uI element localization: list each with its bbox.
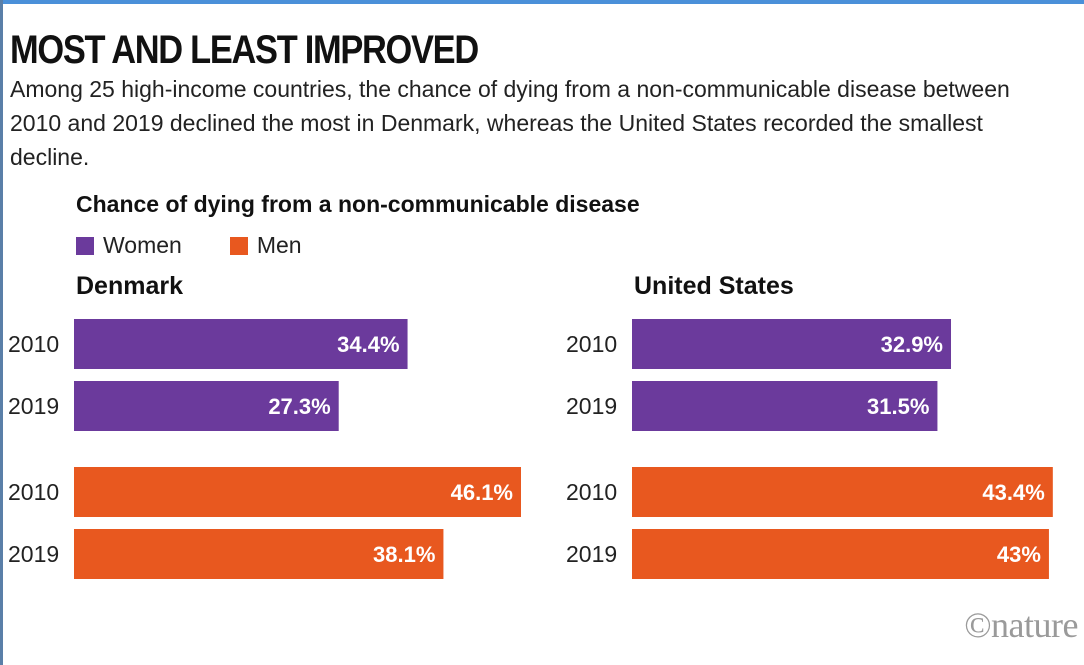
data-label-denmark-women-2010: 34.4% <box>337 332 399 357</box>
nature-logo: ©nature <box>964 605 1078 645</box>
window-left-border <box>0 0 3 665</box>
legend-swatch-women <box>76 236 94 255</box>
year-label-united-states-men-2010: 2010 <box>566 479 617 505</box>
legend-swatch-men <box>229 236 248 255</box>
bar-denmark-women-2010 <box>74 319 408 369</box>
window-top-border <box>0 0 1084 4</box>
data-label-denmark-men-2010: 46.1% <box>451 480 513 505</box>
chart-title: Chance of dying from a non-communicable … <box>76 191 640 217</box>
year-label-denmark-women-2010: 2010 <box>8 331 59 357</box>
bar-denmark-women-2019 <box>74 381 339 431</box>
data-label-denmark-men-2019: 38.1% <box>373 542 435 567</box>
data-label-united-states-men-2019: 43% <box>997 542 1041 567</box>
data-label-united-states-men-2010: 43.4% <box>982 480 1044 505</box>
year-label-united-states-women-2019: 2019 <box>566 393 617 419</box>
year-label-denmark-men-2019: 2019 <box>8 541 59 567</box>
bar-denmark-men-2019 <box>74 529 444 579</box>
figure-subtitle: Among 25 high-income countries, the chan… <box>10 76 1010 170</box>
panel-title-denmark: Denmark <box>76 272 183 300</box>
legend-label-men: Men <box>256 232 302 258</box>
bar-united-states-men-2019 <box>632 529 1049 579</box>
data-label-united-states-women-2019: 31.5% <box>867 394 929 419</box>
year-label-united-states-men-2019: 2019 <box>566 541 617 567</box>
legend-label-women: Women <box>103 232 182 258</box>
panel-title-united-states: United States <box>634 272 794 300</box>
year-label-united-states-women-2010: 2010 <box>566 331 617 357</box>
chart-legend: Women Men <box>76 232 350 259</box>
data-label-denmark-women-2019: 27.3% <box>268 394 330 419</box>
bar-denmark-men-2010 <box>74 467 521 517</box>
figure-title: MOST AND LEAST IMPROVED <box>10 28 479 72</box>
data-label-united-states-women-2010: 32.9% <box>881 332 943 357</box>
legend-item-men: Men <box>229 232 302 259</box>
bar-united-states-women-2019 <box>632 381 938 431</box>
year-label-denmark-women-2019: 2019 <box>8 393 59 419</box>
year-label-denmark-men-2010: 2010 <box>8 479 59 505</box>
bar-united-states-men-2010 <box>632 467 1053 517</box>
bar-united-states-women-2010 <box>632 319 952 369</box>
legend-item-women: Women <box>76 232 182 259</box>
